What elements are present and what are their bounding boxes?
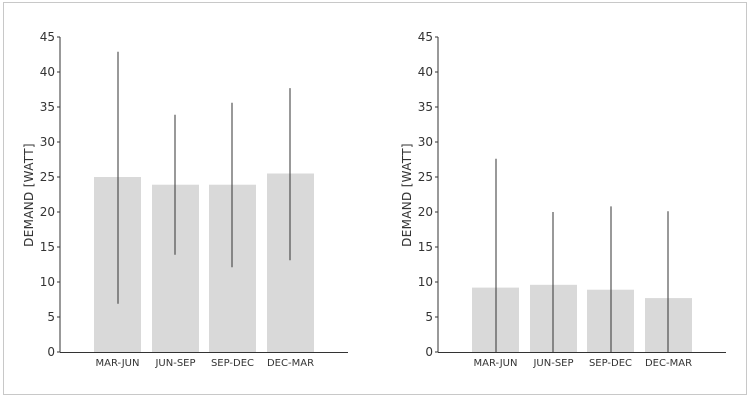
chart-left: DEMAND [WATT] 0 5 10 15 20 25 30 35 40 45 MAR-JUN J… xyxy=(22,30,348,369)
y-tick-label: 15 xyxy=(418,240,433,254)
y-tick-label: 15 xyxy=(40,240,55,254)
y-tick-label: 35 xyxy=(40,100,55,114)
y-tick-label: 45 xyxy=(40,30,55,44)
y-axis-title: DEMAND [WATT] xyxy=(22,143,36,247)
category-label: MAR-JUN xyxy=(96,358,140,369)
y-tick-label: 30 xyxy=(40,135,55,149)
y-tick-label: 45 xyxy=(418,30,433,44)
y-tick-label: 5 xyxy=(425,310,433,324)
y-tick-label: 25 xyxy=(40,170,55,184)
y-tick-label: 0 xyxy=(47,345,55,359)
y-tick-label: 20 xyxy=(418,205,433,219)
category-label: DEC-MAR xyxy=(267,358,314,369)
y-tick-label: 20 xyxy=(40,205,55,219)
category-label: SEP-DEC xyxy=(589,358,632,369)
y-tick-label: 35 xyxy=(418,100,433,114)
y-tick-label: 40 xyxy=(418,65,433,79)
y-tick-label: 30 xyxy=(418,135,433,149)
chart-right-marks: 0 5 10 15 20 25 30 35 40 45 MAR-JUN JUN-SEP SEP-DEC D… xyxy=(418,30,726,369)
y-axis-title: DEMAND [WATT] xyxy=(400,143,414,247)
y-tick-label: 10 xyxy=(40,275,55,289)
category-label: JUN-SEP xyxy=(154,358,195,369)
category-label: MAR-JUN xyxy=(474,358,518,369)
category-label: SEP-DEC xyxy=(211,358,254,369)
category-label: JUN-SEP xyxy=(532,358,573,369)
y-tick-label: 10 xyxy=(418,275,433,289)
y-tick-label: 40 xyxy=(40,65,55,79)
category-label: DEC-MAR xyxy=(645,358,692,369)
chart-left-marks: 0 5 10 15 20 25 30 35 40 45 MAR-JUN JUN-SEP SEP-DEC D… xyxy=(40,30,348,369)
y-tick-label: 5 xyxy=(47,310,55,324)
y-tick-label: 25 xyxy=(418,170,433,184)
y-tick-label: 0 xyxy=(425,345,433,359)
